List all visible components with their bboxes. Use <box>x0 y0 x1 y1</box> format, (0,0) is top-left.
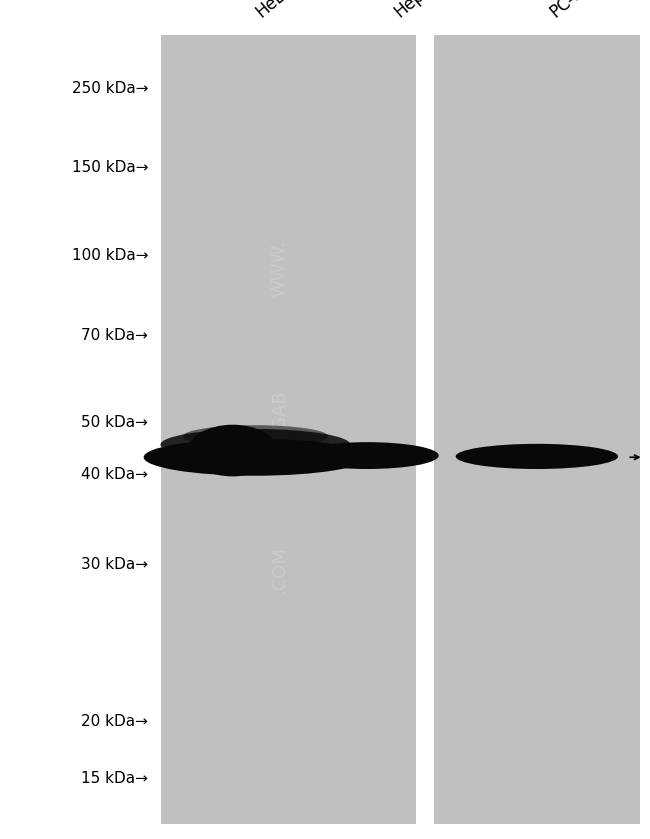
Ellipse shape <box>188 425 278 477</box>
Text: .COM: .COM <box>270 546 289 595</box>
Text: HeLa: HeLa <box>252 0 296 21</box>
Text: 250 kDa→: 250 kDa→ <box>72 81 148 96</box>
Text: HepG2: HepG2 <box>391 0 447 21</box>
Text: 40 kDa→: 40 kDa→ <box>81 466 148 482</box>
Bar <box>434 35 640 824</box>
Text: 70 kDa→: 70 kDa→ <box>81 328 148 343</box>
Text: 150 kDa→: 150 kDa→ <box>72 160 148 175</box>
Text: 30 kDa→: 30 kDa→ <box>81 557 148 572</box>
Text: 50 kDa→: 50 kDa→ <box>81 414 148 430</box>
Text: WWW.: WWW. <box>270 240 289 297</box>
Ellipse shape <box>144 439 367 476</box>
Text: 15 kDa→: 15 kDa→ <box>81 771 148 786</box>
Ellipse shape <box>456 444 618 469</box>
Bar <box>161 35 416 824</box>
Text: 20 kDa→: 20 kDa→ <box>81 714 148 729</box>
Text: 100 kDa→: 100 kDa→ <box>72 248 148 263</box>
Text: PTGAB: PTGAB <box>270 389 289 450</box>
Ellipse shape <box>296 442 439 469</box>
Ellipse shape <box>155 451 356 472</box>
Ellipse shape <box>183 425 328 447</box>
Ellipse shape <box>161 429 350 461</box>
Text: PC-3: PC-3 <box>546 0 587 21</box>
